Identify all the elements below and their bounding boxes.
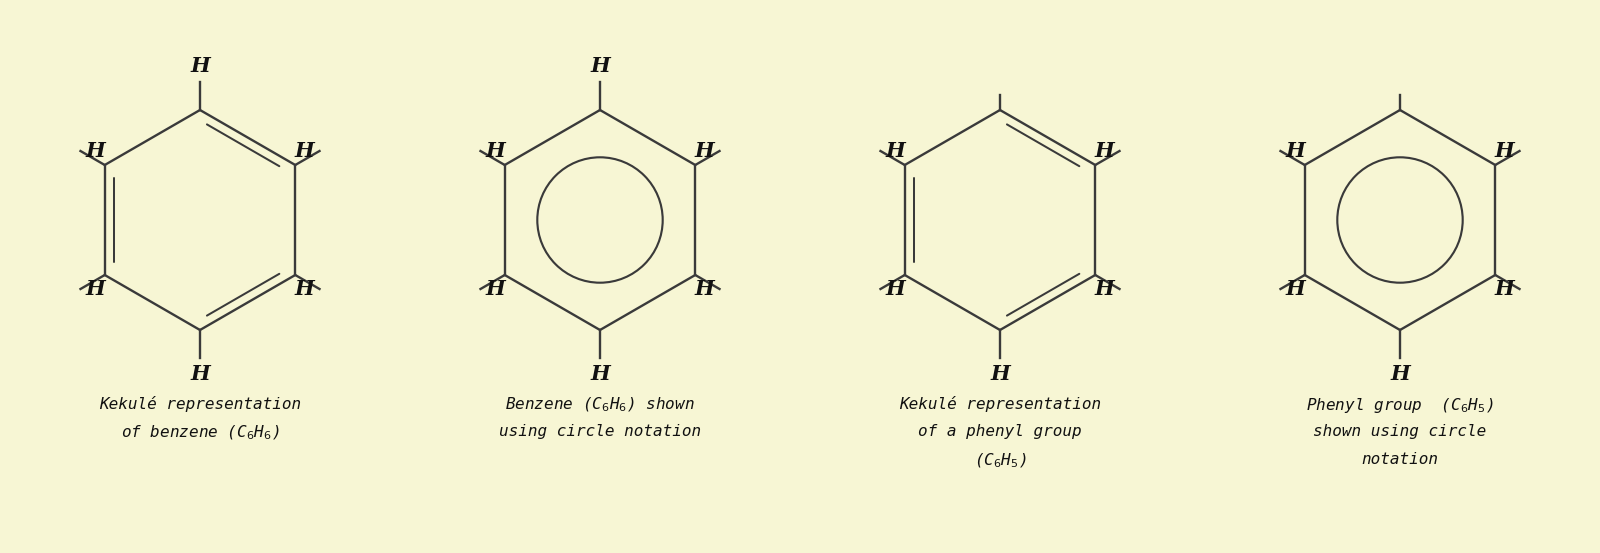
Text: H: H (1285, 279, 1306, 299)
Text: H: H (885, 141, 906, 161)
Text: (C$_6$H$_5$): (C$_6$H$_5$) (974, 452, 1026, 471)
Text: H: H (694, 279, 715, 299)
Text: H: H (485, 279, 506, 299)
Text: H: H (990, 364, 1010, 384)
Text: using circle notation: using circle notation (499, 424, 701, 439)
Text: H: H (294, 279, 315, 299)
Text: Kekulé representation: Kekulé representation (899, 396, 1101, 412)
Text: H: H (294, 141, 315, 161)
Text: H: H (85, 279, 106, 299)
Text: H: H (1094, 279, 1115, 299)
Text: H: H (1094, 141, 1115, 161)
Text: H: H (190, 364, 210, 384)
Text: H: H (190, 56, 210, 76)
Text: H: H (885, 279, 906, 299)
Text: H: H (590, 56, 610, 76)
Text: Phenyl group  (C$_6$H$_5$): Phenyl group (C$_6$H$_5$) (1306, 396, 1494, 415)
Text: H: H (485, 141, 506, 161)
Text: H: H (1494, 141, 1515, 161)
Text: H: H (590, 364, 610, 384)
Text: H: H (694, 141, 715, 161)
Text: Kekulé representation: Kekulé representation (99, 396, 301, 412)
Text: shown using circle: shown using circle (1314, 424, 1486, 439)
Text: H: H (1285, 141, 1306, 161)
Text: Benzene (C$_6$H$_6$) shown: Benzene (C$_6$H$_6$) shown (506, 396, 694, 414)
Text: H: H (1494, 279, 1515, 299)
Text: H: H (85, 141, 106, 161)
Text: notation: notation (1362, 452, 1438, 467)
Text: of a phenyl group: of a phenyl group (918, 424, 1082, 439)
Text: of benzene (C$_6$H$_6$): of benzene (C$_6$H$_6$) (120, 424, 280, 442)
Text: H: H (1390, 364, 1410, 384)
